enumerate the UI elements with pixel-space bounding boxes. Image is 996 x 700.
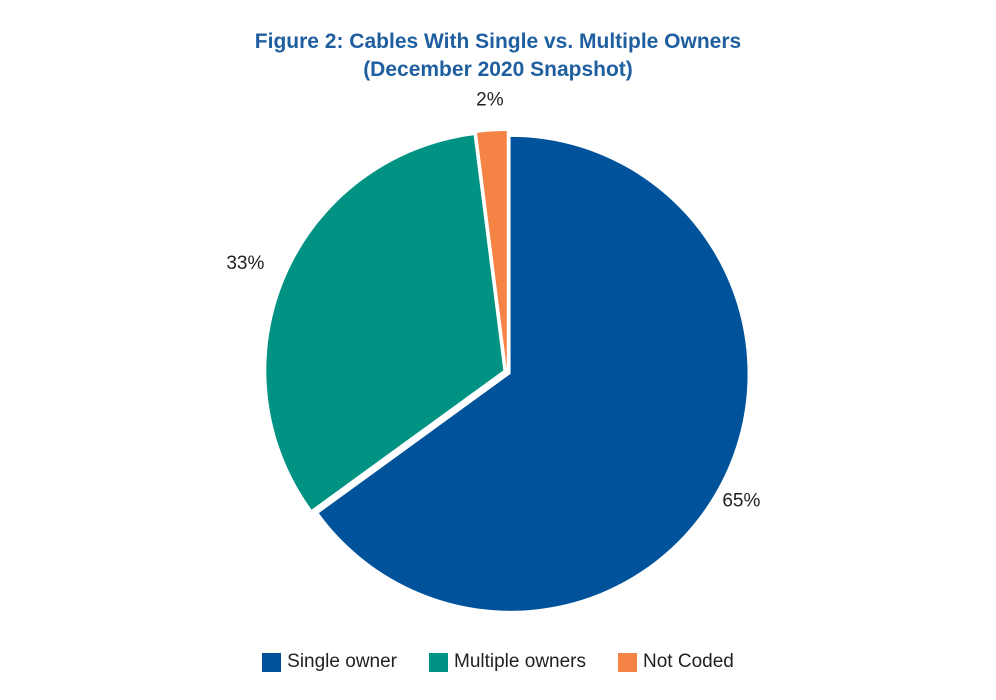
chart-title-line-2: (December 2020 Snapshot) (363, 58, 633, 81)
pie-slice-not-coded (477, 131, 507, 369)
legend-item-multiple-owners: Multiple owners (429, 651, 586, 673)
data-label-not-coded: 2% (476, 90, 504, 111)
legend-label-multiple-owners: Multiple owners (454, 651, 586, 672)
chart-title-line-1: Figure 2: Cables With Single vs. Multipl… (254, 30, 742, 53)
legend-label-not-coded: Not Coded (643, 651, 734, 672)
legend-item-not-coded: Not Coded (618, 651, 734, 673)
legend-label-single-owner: Single owner (287, 651, 397, 672)
data-label-single-owner: 65% (722, 491, 760, 512)
legend-swatch-not-coded (618, 652, 637, 672)
chart-legend: Single owner Multiple owners Not Coded (0, 651, 996, 673)
legend-item-single-owner: Single owner (262, 651, 397, 673)
legend-swatch-single-owner (262, 652, 282, 672)
pie-slices (266, 131, 748, 611)
pie-data-labels: 65% 33% 2% (226, 90, 760, 512)
legend-swatch-multiple-owners (429, 652, 448, 672)
data-label-multiple-owners: 33% (226, 253, 264, 274)
pie-slice-single-owner (318, 136, 748, 611)
pie-slice-multiple-owners (266, 135, 504, 510)
chart-title: Figure 2: Cables With Single vs. Multipl… (0, 28, 996, 84)
